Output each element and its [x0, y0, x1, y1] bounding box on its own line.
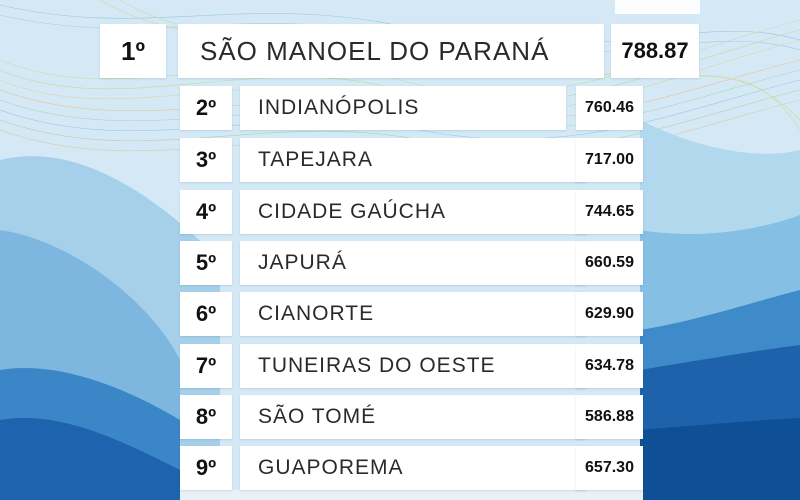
rank-label: 9º — [180, 446, 232, 490]
score-value: 788.87 — [611, 24, 699, 78]
rank-label: 2º — [180, 86, 232, 130]
rank-label: 3º — [180, 138, 232, 182]
city-name: CIDADE GAÚCHA — [240, 190, 586, 234]
city-name: JAPURÁ — [240, 241, 586, 285]
rank-label: 7º — [180, 344, 232, 388]
city-name: SÃO TOMÉ — [240, 395, 586, 439]
rank-label: 5º — [180, 241, 232, 285]
city-name: GUAPOREMA — [240, 446, 586, 490]
city-name: INDIANÓPOLIS — [240, 86, 566, 130]
rank-label: 8º — [180, 395, 232, 439]
rank-label: 4º — [180, 190, 232, 234]
city-name: SÃO MANOEL DO PARANÁ — [178, 24, 604, 78]
rank-label: 6º — [180, 292, 232, 336]
city-name: TAPEJARA — [240, 138, 586, 182]
city-name: CIANORTE — [240, 292, 586, 336]
score-value: 744.65 — [576, 190, 643, 234]
score-value: 717.00 — [576, 138, 643, 182]
city-name: TUNEIRAS DO OESTE — [240, 344, 586, 388]
score-value: 634.78 — [576, 344, 643, 388]
score-value: 586.88 — [576, 395, 643, 439]
rank-label: 1º — [100, 24, 166, 78]
score-value: 660.59 — [576, 241, 643, 285]
score-value: 657.30 — [576, 446, 643, 490]
score-value: 629.90 — [576, 292, 643, 336]
score-value: 760.46 — [576, 86, 643, 130]
